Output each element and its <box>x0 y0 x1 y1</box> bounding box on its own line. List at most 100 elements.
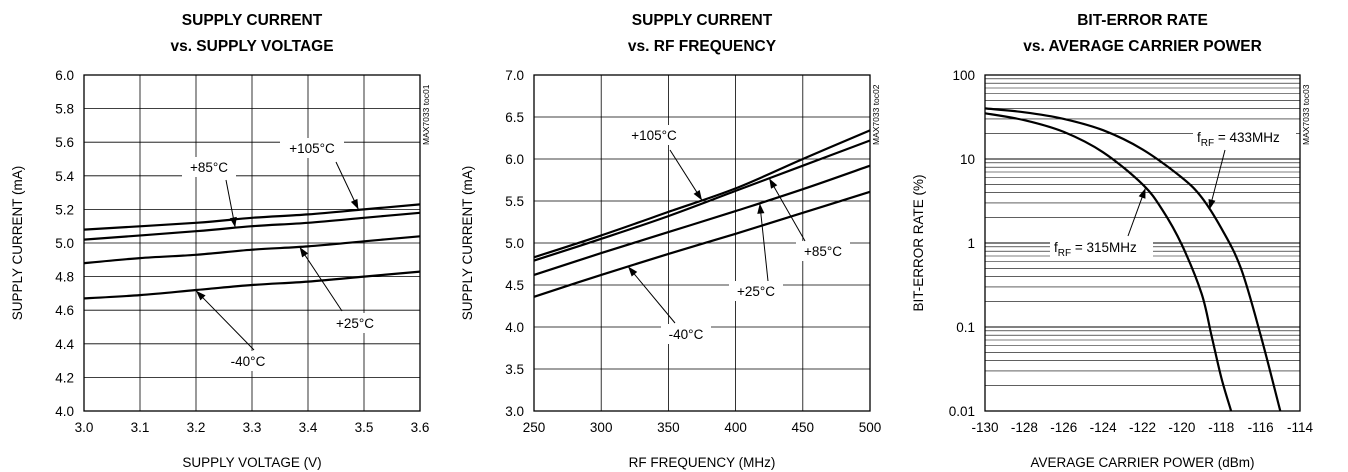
chart-title-line1: SUPPLY CURRENT <box>632 12 773 29</box>
arrow-433mhz-leader <box>1208 149 1226 210</box>
y-tick-label: 5.6 <box>55 135 74 150</box>
series-line-0 <box>984 107 1282 412</box>
arrow-105c-arrowhead <box>693 189 702 201</box>
series-line-1 <box>83 211 421 241</box>
y-axis-label: SUPPLY CURRENT (mA) <box>460 166 475 321</box>
x-tick-label: 3.5 <box>355 420 374 435</box>
x-tick-label: -126 <box>1050 420 1077 435</box>
y-tick-label: 5.2 <box>55 202 74 217</box>
label-105c: +105°C <box>289 141 335 156</box>
label-m40c: -40°C <box>231 354 266 369</box>
label-105c: +105°C <box>631 128 677 143</box>
y-tick-label: 4.6 <box>55 303 74 318</box>
x-tick-label: -130 <box>971 420 998 435</box>
x-tick-label: 500 <box>859 420 882 435</box>
y-tick-label: 4.0 <box>505 320 524 335</box>
y-tick-label: 4.5 <box>505 278 524 293</box>
toc-code: MAX7033 toc02 <box>871 84 881 145</box>
y-tick-label: 3.5 <box>505 362 524 377</box>
y-tick-label: 5.5 <box>505 194 524 209</box>
y-tick-label: 0.1 <box>956 320 975 335</box>
toc-code: MAX7033 toc03 <box>1301 84 1311 145</box>
label-315mhz: fRF = 315MHz <box>1054 240 1137 259</box>
y-tick-label: 7.0 <box>505 68 524 83</box>
y-tick-label: 5.8 <box>55 102 74 117</box>
y-tick-label: 5.0 <box>505 236 524 251</box>
label-m40c: -40°C <box>669 327 704 342</box>
series-line-0 <box>533 129 871 259</box>
label-25c-bg <box>328 313 382 333</box>
x-tick-label: 450 <box>792 420 815 435</box>
chart-title-line1: SUPPLY CURRENT <box>182 12 323 29</box>
label-105c-bg <box>622 125 686 145</box>
x-axis-label: RF FREQUENCY (MHz) <box>629 455 776 470</box>
y-tick-label: 5.0 <box>55 236 74 251</box>
label-433mhz: fRF = 433MHz <box>1197 130 1280 149</box>
series-line-2 <box>83 235 421 265</box>
arrow-m40c-leader <box>627 266 676 324</box>
label-85c: +85°C <box>190 160 228 175</box>
arrow-85c-leader <box>768 178 806 242</box>
x-tick-label: 3.0 <box>75 420 94 435</box>
y-axis-label: BIT-ERROR RATE (%) <box>911 174 926 311</box>
arrow-433mhz-arrowhead <box>1208 198 1216 210</box>
x-tick-label: 3.1 <box>131 420 150 435</box>
x-tick-label: 3.2 <box>187 420 206 435</box>
toc-code: MAX7033 toc01 <box>421 84 431 145</box>
plot-frame <box>533 74 871 412</box>
label-25c: +25°C <box>737 284 775 299</box>
x-tick-label: 300 <box>590 420 613 435</box>
label-433mhz-sub: RF <box>1201 138 1214 149</box>
label-m40c-bg <box>223 351 273 371</box>
x-tick-label: 3.4 <box>299 420 318 435</box>
label-85c-bg <box>796 241 850 261</box>
arrow-25c-arrowhead <box>299 247 309 258</box>
x-tick-label: -118 <box>1208 420 1234 435</box>
arrow-25c-arrowhead <box>757 203 765 214</box>
x-tick-label: 250 <box>523 420 546 435</box>
arrow-85c-arrowhead <box>229 216 237 228</box>
arrow-m40c-leader <box>195 290 255 351</box>
x-tick-label: 350 <box>657 420 680 435</box>
x-tick-label: 3.3 <box>243 420 262 435</box>
y-tick-label: 4.0 <box>55 404 74 419</box>
x-tick-label: -124 <box>1090 420 1118 435</box>
label-85c: +85°C <box>804 244 842 259</box>
arrow-315mhz-arrowhead <box>1138 188 1146 199</box>
label-315mhz-f: f <box>1054 240 1058 255</box>
plot-frame <box>83 74 421 412</box>
label-315mhz-bg <box>1050 235 1153 258</box>
y-tick-label: 5.4 <box>55 169 74 184</box>
y-tick-label: 3.0 <box>505 404 524 419</box>
x-tick-label: -116 <box>1248 420 1274 435</box>
arrow-25c-leader <box>759 203 769 282</box>
y-tick-label: 6.0 <box>505 152 524 167</box>
x-axis-label: AVERAGE CARRIER POWER (dBm) <box>1030 455 1254 470</box>
chart-title-line2: vs. AVERAGE CARRIER POWER <box>1023 38 1262 55</box>
series-line-1 <box>984 112 1233 412</box>
x-tick-label: -120 <box>1168 420 1195 435</box>
label-25c-bg <box>729 281 783 301</box>
label-25c: +25°C <box>336 316 374 331</box>
y-tick-label: 1 <box>967 236 975 251</box>
label-m40c-bg <box>661 324 711 344</box>
y-tick-label: 4.4 <box>55 337 74 352</box>
y-axis-label: SUPPLY CURRENT (mA) <box>10 166 25 321</box>
series-line-3 <box>83 270 421 300</box>
x-tick-label: -114 <box>1287 420 1314 435</box>
label-315mhz-rest: = 315MHz <box>1071 240 1137 255</box>
series-line-2 <box>533 164 871 276</box>
label-433mhz-f: f <box>1197 130 1201 145</box>
chart-title-line2: vs. SUPPLY VOLTAGE <box>170 38 333 55</box>
arrow-m40c-arrowhead <box>628 266 638 277</box>
chart-title-line1: BIT-ERROR RATE <box>1077 12 1208 29</box>
y-tick-label: 4.2 <box>55 370 74 385</box>
label-315mhz-sub: RF <box>1058 248 1071 259</box>
arrow-25c-leader <box>299 246 343 312</box>
arrow-85c-arrowhead <box>769 178 778 189</box>
y-tick-label: 100 <box>952 68 975 83</box>
arrow-m40c-arrowhead <box>196 290 206 301</box>
x-tick-label: 3.6 <box>411 420 430 435</box>
